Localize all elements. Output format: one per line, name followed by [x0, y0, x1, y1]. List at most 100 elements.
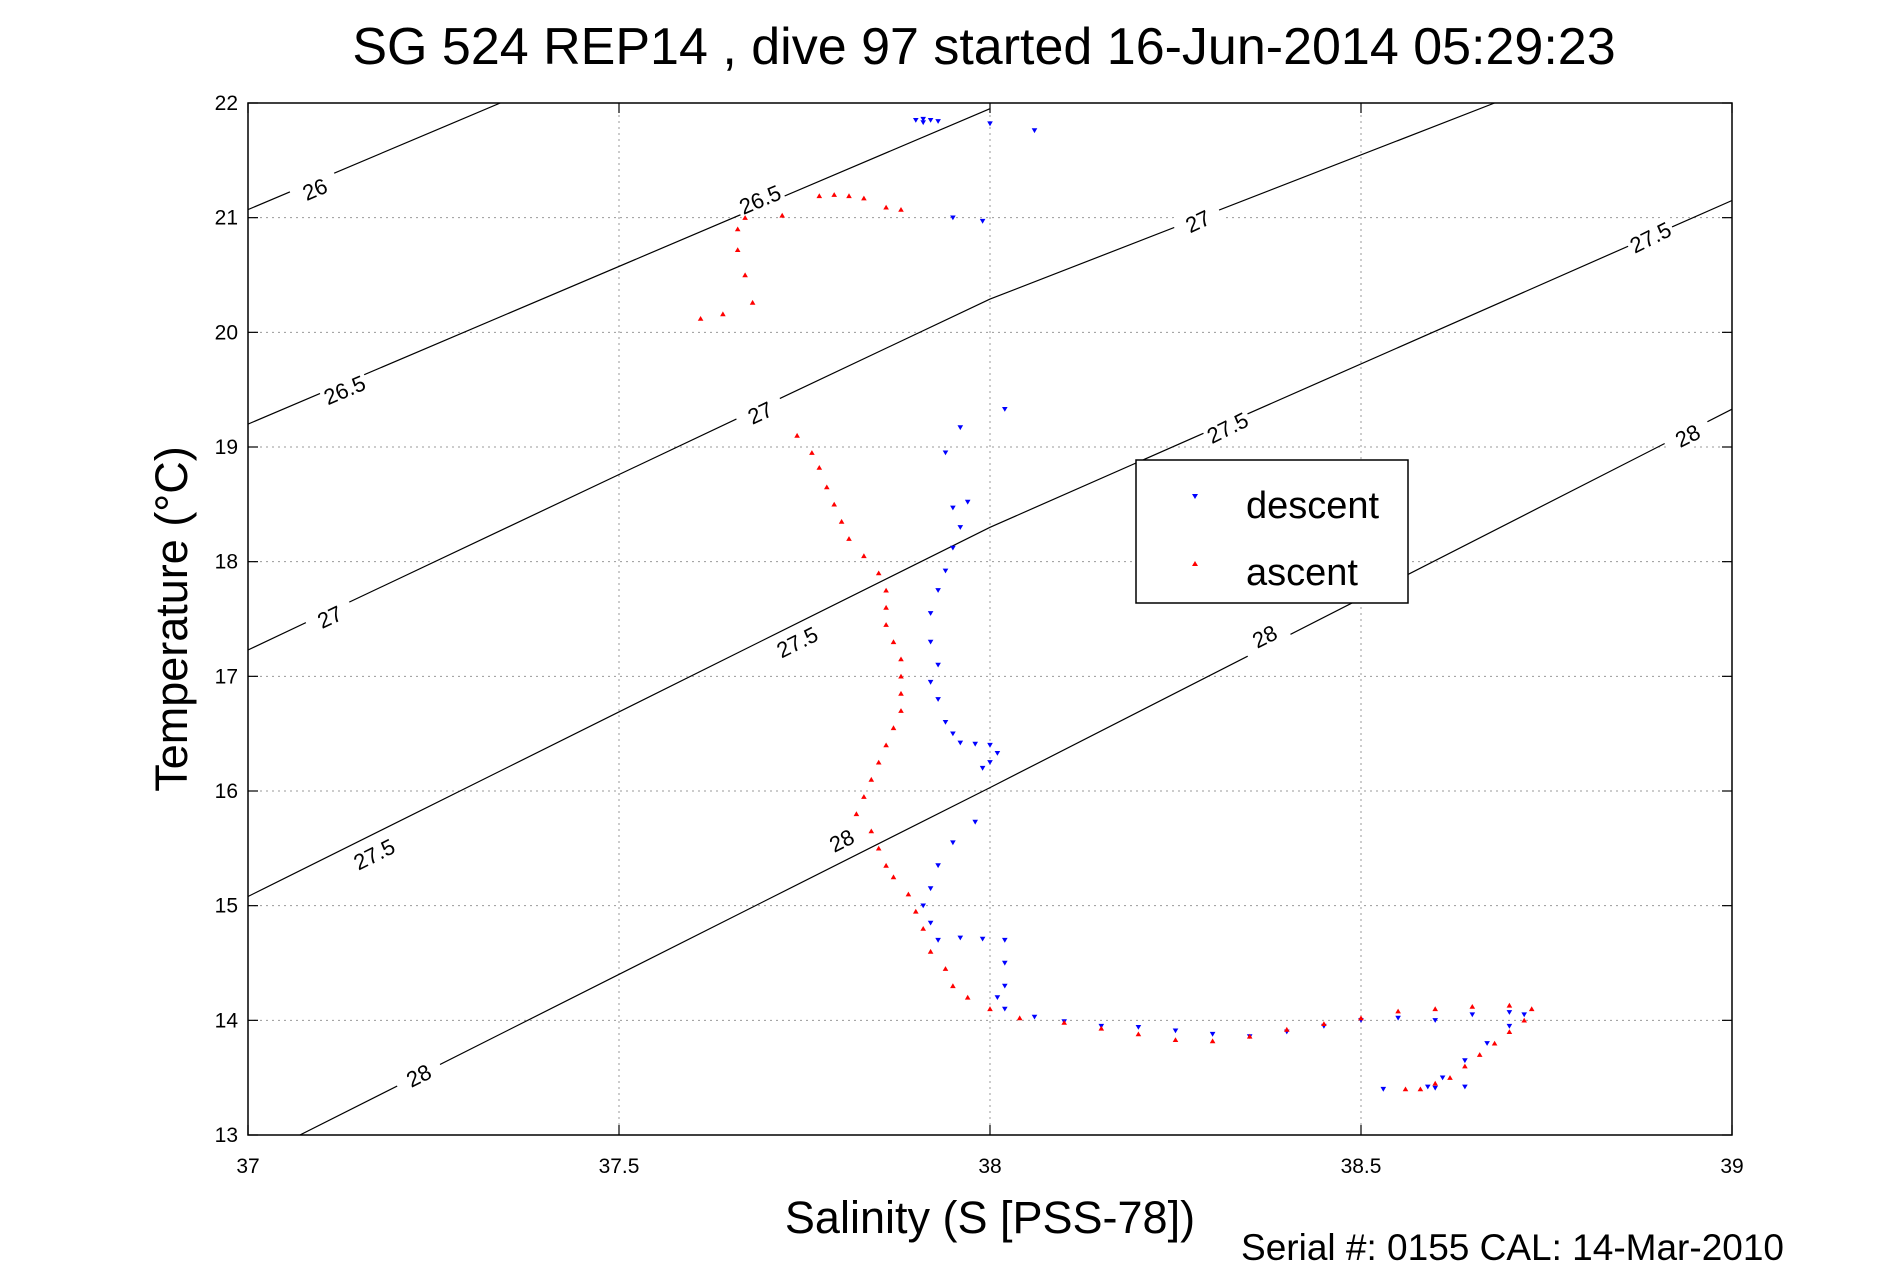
descent-point [994, 751, 1001, 756]
descent-point [1380, 1086, 1387, 1092]
descent-point [1209, 1031, 1216, 1037]
ascent-point [1209, 1038, 1216, 1044]
y-tick-label: 15 [215, 895, 238, 918]
y-ticks: 13 14 15 16 17 18 19 20 21 22 [215, 92, 1732, 1147]
ascent-point [868, 776, 875, 782]
descent-point [1432, 1085, 1438, 1091]
ascent-point [824, 484, 830, 490]
descent-point [950, 215, 956, 221]
legend: descent ascent [1135, 459, 1409, 604]
descent-point [957, 740, 964, 746]
descent-point [1172, 1028, 1179, 1034]
y-axis-label: Temperature (°C) [146, 446, 197, 792]
ascent-point [861, 553, 867, 559]
ascent-point [853, 811, 860, 817]
ascent-point [720, 311, 726, 317]
descent-point [1521, 1012, 1527, 1018]
ascent-point [1284, 1026, 1290, 1032]
descent-point [1432, 1018, 1438, 1023]
ascent-point [927, 948, 934, 954]
ascent-point [1061, 1020, 1067, 1025]
contour-label-bg [346, 831, 402, 877]
ascent-point [920, 926, 926, 931]
x-tick-label: 37 [236, 1155, 259, 1178]
ascent-point [1528, 1006, 1535, 1012]
descent-point [1031, 1014, 1038, 1020]
ascent-point [794, 432, 800, 438]
ascent-point [1491, 1040, 1498, 1046]
descent-point [987, 760, 993, 765]
descent-point [1002, 960, 1008, 966]
ascent-point [890, 639, 897, 645]
descent-point [935, 937, 941, 943]
contour-label-bg [287, 167, 342, 211]
ascent-point [883, 604, 889, 610]
ascent-point [816, 193, 823, 199]
isopycnal-27 [248, 103, 1495, 651]
ascent-point [846, 536, 852, 541]
ascent-point [697, 316, 704, 321]
isopycnal-26 [248, 103, 501, 211]
ascent-point [950, 983, 956, 989]
descent-point [957, 525, 964, 530]
ascent-point [905, 891, 912, 897]
contour-label: 26.5 [320, 370, 369, 410]
descent-point [1002, 937, 1008, 943]
ascent-point [1402, 1086, 1409, 1092]
ascent-point [1135, 1031, 1142, 1037]
ascent-point [890, 874, 897, 880]
descent-point [920, 116, 926, 122]
ascent-point [898, 656, 904, 662]
ascent-point [1358, 1015, 1364, 1021]
descent-point [1425, 1084, 1431, 1090]
contour-label-bg [1660, 413, 1715, 458]
ascent-point [883, 742, 889, 748]
descent-point [920, 120, 926, 126]
ascent-point [838, 518, 845, 524]
ascent-point [1447, 1075, 1453, 1080]
contour-label-bg [391, 1052, 446, 1098]
ascent-point [831, 501, 837, 507]
ascent-point [875, 759, 882, 765]
descent-point [920, 903, 926, 909]
ascent-point [1506, 1002, 1513, 1008]
ascent-point [779, 212, 785, 218]
data-points [697, 116, 1535, 1092]
descent-point [1002, 407, 1008, 412]
descent-point [950, 840, 956, 846]
isopycnal-27.5 [248, 199, 1732, 898]
ascent-point [987, 1006, 993, 1012]
descent-point [942, 720, 949, 725]
ascent-point [861, 794, 867, 799]
x-tick-label: 37.5 [599, 1155, 640, 1178]
descent-point [927, 920, 934, 926]
contour-label-bg [732, 177, 788, 221]
descent-point [1484, 1041, 1490, 1046]
descent-point [935, 662, 941, 668]
y-tick-label: 13 [215, 1124, 238, 1147]
ascent-point [846, 193, 852, 199]
ascent-point [734, 226, 741, 232]
isopycnal-26.5 [248, 108, 991, 425]
descent-point [1506, 1010, 1513, 1015]
descent-point [950, 731, 956, 737]
ascent-point [883, 587, 889, 593]
ascent-point [890, 725, 897, 731]
isopycnal-28 [299, 408, 1732, 1135]
descent-point [957, 425, 964, 431]
x-ticks: 37 37.5 38 38.5 39 [236, 103, 1744, 1178]
ascent-point [898, 690, 904, 696]
descent-point [964, 499, 971, 505]
contour-label-bg [1170, 199, 1226, 244]
ascent-point [1476, 1052, 1483, 1057]
ascent-point [1016, 1015, 1023, 1021]
descent-point [979, 218, 986, 224]
legend-descent-label: descent [1246, 485, 1380, 527]
descent-point [1031, 128, 1038, 134]
descent-point [1506, 1023, 1513, 1029]
ascent-point [861, 195, 867, 201]
ascent-point [1395, 1008, 1401, 1014]
ascent-point [1098, 1025, 1105, 1031]
ascent-point [868, 828, 875, 834]
